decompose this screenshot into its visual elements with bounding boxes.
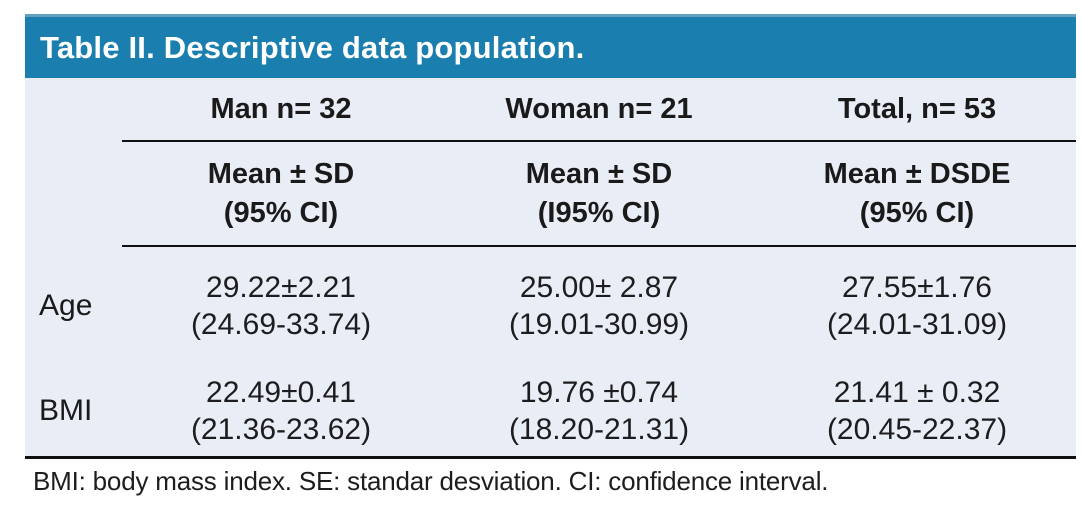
cell-age-man-mean: 29.22±2.21 [206, 271, 356, 304]
subheader-woman-line1: Mean ± SD [525, 157, 673, 190]
cell-age-woman-ci: (19.01-30.99) [508, 308, 690, 341]
cell-bmi-woman: 19.76 ±0.74 (18.20-21.31) [440, 365, 758, 456]
column-header-man: Man n= 32 [122, 78, 440, 142]
subheader-woman: Mean ± SD (I95% CI) [440, 142, 758, 247]
row-label-bmi: BMI [39, 393, 93, 427]
subheader-man: Mean ± SD (95% CI) [122, 142, 440, 247]
descriptive-data-table: Table II. Descriptive data population. M… [25, 14, 1076, 459]
cell-bmi-woman-ci: (18.20-21.31) [508, 412, 690, 446]
cell-bmi-woman-mean: 19.76 ±0.74 [519, 375, 679, 409]
cell-bmi-man: 22.49±0.41 (21.36-23.62) [122, 365, 440, 456]
cell-age-man: 29.22±2.21 (24.69-33.74) [122, 247, 440, 365]
cell-age-woman-mean: 25.00± 2.87 [519, 271, 679, 304]
cell-bmi-total-mean: 21.41 ± 0.32 [833, 375, 1001, 409]
column-header-woman: Woman n= 21 [440, 78, 758, 142]
cell-bmi-man-ci: (21.36-23.62) [190, 412, 372, 446]
subheader-woman-line2: (I95% CI) [537, 196, 661, 229]
column-header-total: Total, n= 53 [758, 78, 1076, 142]
subheader-total-line1: Mean ± DSDE [823, 157, 1011, 190]
cell-bmi-total-ci: (20.45-22.37) [826, 412, 1008, 446]
cell-age-total: 27.55±1.76 (24.01-31.09) [758, 247, 1076, 365]
subheader-total-line2: (95% CI) [859, 196, 975, 229]
cell-age-man-ci: (24.69-33.74) [190, 308, 372, 341]
table-footnote: BMI: body mass index. SE: standar desvia… [33, 466, 829, 496]
table-body: Man n= 32 Woman n= 21 Total, n= 53 Mean … [25, 78, 1076, 459]
subheader-total: Mean ± DSDE (95% CI) [758, 142, 1076, 247]
subheader-man-line1: Mean ± SD [207, 157, 355, 190]
table-title-bar: Table II. Descriptive data population. [25, 14, 1076, 78]
subheader-spacer [25, 142, 122, 247]
row-label-age: Age [39, 289, 93, 322]
subheader-man-line2: (95% CI) [223, 196, 339, 229]
cell-age-total-ci: (24.01-31.09) [826, 308, 1008, 341]
corner-spacer [25, 78, 122, 142]
table-title: Table II. Descriptive data population. [40, 29, 585, 65]
cell-bmi-man-mean: 22.49±0.41 [206, 375, 356, 409]
cell-bmi-total: 21.41 ± 0.32 (20.45-22.37) [758, 365, 1076, 456]
cell-age-woman: 25.00± 2.87 (19.01-30.99) [440, 247, 758, 365]
cell-age-total-mean: 27.55±1.76 [842, 271, 992, 304]
